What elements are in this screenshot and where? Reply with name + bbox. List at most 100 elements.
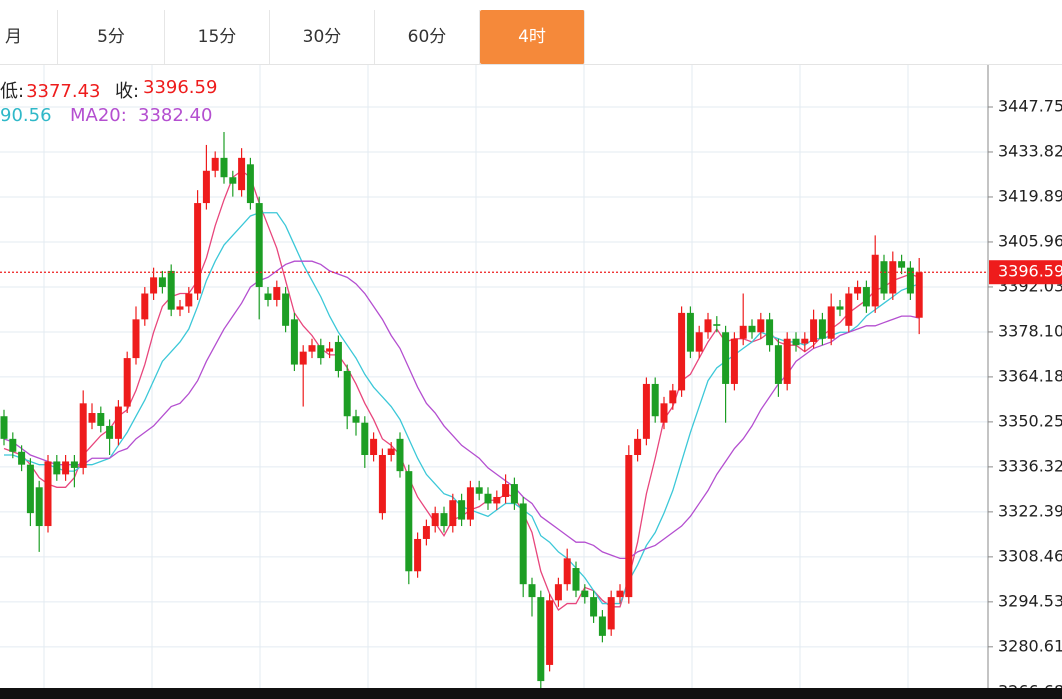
low-label: 低: — [0, 81, 25, 102]
candle-body — [519, 503, 527, 585]
candle-body — [273, 287, 281, 300]
candle-body — [176, 306, 184, 310]
candle-body — [704, 319, 712, 333]
info-row: 低: 3377.43 收: 3396.59 — [0, 77, 217, 103]
candle-body — [378, 454, 386, 514]
candle-body — [836, 306, 844, 310]
candle-body — [299, 351, 307, 365]
candle-body — [730, 338, 738, 384]
candle-body — [35, 487, 43, 527]
candle-body — [607, 597, 615, 630]
candle-body — [141, 293, 149, 320]
candle-body — [18, 451, 26, 465]
candle-body — [792, 338, 800, 346]
candle-body — [185, 293, 193, 307]
candle-body — [546, 600, 554, 665]
period-tab[interactable]: 15分 — [165, 10, 270, 64]
candle-body — [713, 324, 721, 326]
candle-body — [70, 461, 78, 468]
candle-body — [889, 261, 897, 294]
candle-body — [202, 170, 210, 204]
candle-body — [642, 383, 650, 439]
y-tick-label: 3447.75 — [998, 96, 1062, 115]
candle-body — [801, 338, 809, 344]
period-tab[interactable]: 月 — [0, 10, 58, 64]
candle-body — [581, 590, 589, 598]
candle-body — [53, 461, 61, 475]
candle-body — [845, 293, 853, 326]
candle-body — [431, 513, 439, 527]
y-tick-label: 3405.96 — [998, 231, 1062, 250]
candle-body — [572, 568, 580, 591]
y-tick-label: 3336.32 — [998, 456, 1062, 475]
candle-body — [264, 293, 272, 300]
candle-body — [493, 496, 501, 504]
candle-body — [114, 406, 122, 439]
y-tick-label: 3433.82 — [998, 141, 1062, 160]
candle-body — [211, 157, 219, 171]
candle-body — [466, 487, 474, 520]
candle-body — [449, 500, 457, 527]
candle-body — [563, 558, 571, 585]
candle-body — [766, 319, 774, 346]
candle-body — [502, 484, 510, 497]
candle-body — [748, 325, 756, 333]
candle-body — [343, 371, 351, 417]
candle-body — [9, 438, 17, 452]
ma20-label: MA20: — [70, 105, 127, 126]
candle-body — [854, 287, 862, 294]
candle-body — [26, 464, 34, 514]
candle-body — [167, 270, 175, 310]
candle-body — [97, 413, 105, 426]
candle-body — [370, 438, 378, 455]
candle-body — [88, 413, 96, 423]
candle-body — [818, 319, 826, 339]
candle-body — [906, 267, 914, 294]
candle-body — [405, 471, 413, 572]
candle-body — [810, 319, 818, 342]
close-value: 3396.59 — [143, 77, 218, 98]
candle-body — [774, 345, 782, 384]
candle-body — [0, 416, 8, 439]
candle-body — [634, 438, 642, 455]
period-tab[interactable]: 30分 — [270, 10, 375, 64]
candle-body — [440, 513, 448, 527]
period-tab[interactable]: 60分 — [375, 10, 480, 64]
ma-line — [3, 260, 920, 559]
candle-body — [528, 584, 536, 598]
candle-body — [739, 325, 747, 339]
candle-body — [106, 425, 114, 439]
y-tick-label: 3378.10 — [998, 321, 1062, 340]
candle-body — [326, 348, 334, 352]
candle-body — [695, 332, 703, 352]
low-value: 3377.43 — [26, 81, 101, 102]
candle-body — [827, 306, 835, 339]
y-tick-label: 3419.89 — [998, 186, 1062, 205]
candle-body — [422, 526, 430, 539]
candle-body — [238, 157, 246, 191]
candle-body — [616, 590, 624, 598]
candle-body — [783, 338, 791, 384]
candle-body — [590, 597, 598, 617]
y-tick-label: 3280.61 — [998, 636, 1062, 655]
candle-body — [229, 177, 237, 184]
candle-body — [79, 403, 87, 468]
candle-body — [132, 319, 140, 359]
candle-body — [290, 319, 298, 365]
candle-body — [651, 383, 659, 417]
candle-body — [194, 203, 202, 294]
candle-body — [660, 403, 668, 423]
candle-body — [669, 390, 677, 404]
candle-body — [475, 487, 483, 494]
candle-body — [158, 277, 166, 288]
period-tabs: 月 5分 15分 30分 60分 4时 — [0, 0, 1062, 65]
period-tab[interactable]: 4时 — [480, 10, 585, 64]
candle-body — [150, 277, 158, 294]
bottom-bar — [0, 688, 1062, 699]
period-tab[interactable]: 5分 — [58, 10, 165, 64]
candle-body — [220, 157, 228, 178]
y-tick-label: 3308.46 — [998, 546, 1062, 565]
candle-body — [757, 319, 765, 333]
